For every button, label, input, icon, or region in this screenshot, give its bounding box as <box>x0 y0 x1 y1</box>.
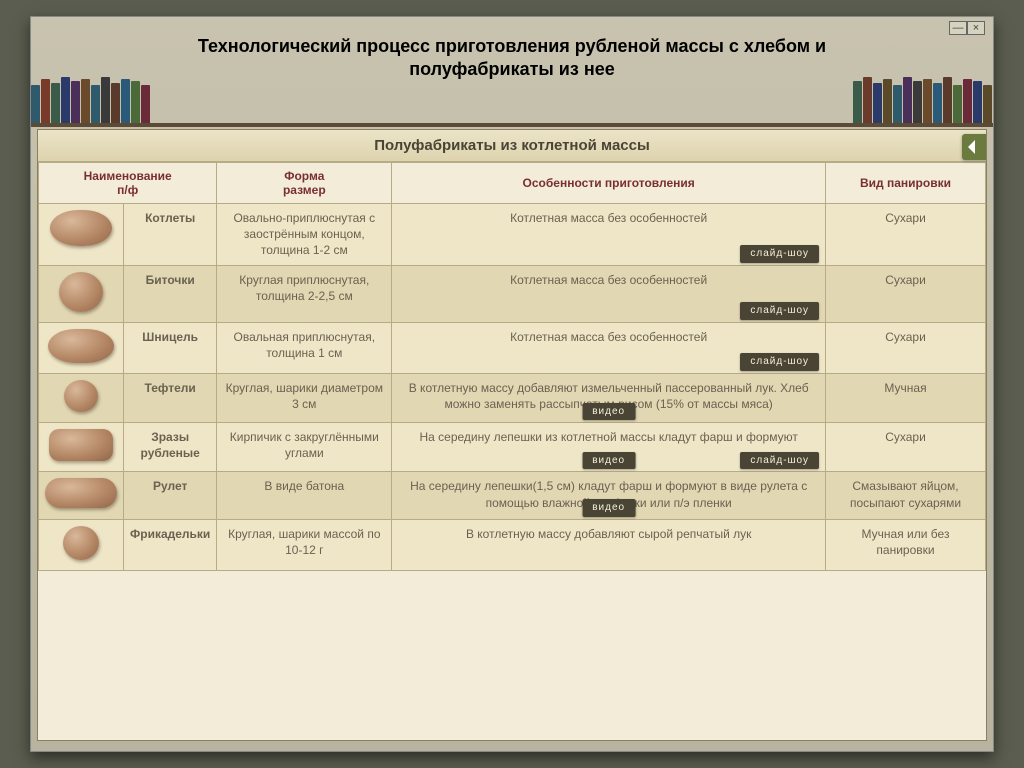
book-spine <box>983 85 992 125</box>
table-row: КотлетыОвально-приплюснутая с заострённы… <box>39 204 986 266</box>
book-spine <box>111 83 120 125</box>
product-image-cell <box>39 472 124 519</box>
col-name: Наименование п/ф <box>39 163 217 204</box>
video-button[interactable]: видео <box>582 403 635 421</box>
col-features: Особенности приготовления <box>392 163 826 204</box>
book-spine <box>863 77 872 125</box>
product-breading: Сухари <box>826 423 986 472</box>
page-title: Технологический процесс приготовления ру… <box>31 35 993 82</box>
header: Технологический процесс приготовления ру… <box>31 17 993 123</box>
product-name: Шницель <box>124 322 217 373</box>
slideshow-button[interactable]: слайд-шоу <box>740 302 819 320</box>
book-spine <box>61 77 70 125</box>
book-spine <box>71 81 80 125</box>
col-shape: Форма размер <box>217 163 392 204</box>
product-features: На середину лепешки из котлетной массы к… <box>392 423 826 472</box>
book-spine <box>121 79 130 125</box>
table-row: БиточкиКруглая приплюснутая, толщина 2-2… <box>39 265 986 322</box>
product-image <box>45 478 117 508</box>
product-breading: Сухари <box>826 265 986 322</box>
slideshow-button[interactable]: слайд-шоу <box>740 452 819 470</box>
product-image-cell <box>39 204 124 266</box>
book-spine <box>81 79 90 125</box>
product-image <box>64 380 98 412</box>
bookshelf-left <box>31 77 151 125</box>
book-spine <box>933 83 942 125</box>
book-spine <box>41 79 50 125</box>
product-breading: Мучная <box>826 373 986 422</box>
book-spine <box>31 85 40 125</box>
product-features: В котлетную массу добавляют измельченный… <box>392 373 826 422</box>
product-name: Котлеты <box>124 204 217 266</box>
product-image <box>63 526 99 560</box>
product-features: На середину лепешки(1,5 см) кладут фарш … <box>392 472 826 519</box>
book-spine <box>913 81 922 125</box>
book-spine <box>141 85 150 125</box>
product-breading: Сухари <box>826 322 986 373</box>
shelf <box>31 123 993 127</box>
book-spine <box>883 79 892 125</box>
book-spine <box>51 83 60 125</box>
product-shape: Овальная приплюснутая, толщина 1 см <box>217 322 392 373</box>
product-name: Биточки <box>124 265 217 322</box>
slideshow-button[interactable]: слайд-шоу <box>740 245 819 263</box>
slideshow-button[interactable]: слайд-шоу <box>740 353 819 371</box>
product-image <box>49 429 113 461</box>
product-image <box>50 210 112 246</box>
book-spine <box>131 81 140 125</box>
product-image-cell <box>39 423 124 472</box>
table-row: РулетВ виде батонаНа середину лепешки(1,… <box>39 472 986 519</box>
back-arrow-button[interactable] <box>962 134 987 160</box>
product-features: В котлетную массу добавляют сырой репчат… <box>392 519 826 570</box>
product-image-cell <box>39 265 124 322</box>
book-spine <box>893 85 902 125</box>
product-breading: Сухари <box>826 204 986 266</box>
product-features: Котлетная масса без особенностейслайд-шо… <box>392 322 826 373</box>
product-shape: Кирпичик с закруглёнными углами <box>217 423 392 472</box>
product-breading: Смазывают яйцом, посыпают сухарями <box>826 472 986 519</box>
product-shape: Круглая, шарики массой по 10-12 г <box>217 519 392 570</box>
product-image <box>48 329 114 363</box>
products-table: Наименование п/ф Форма размер Особенност… <box>38 162 986 571</box>
product-shape: Овально-приплюснутая с заострённым концо… <box>217 204 392 266</box>
book-spine <box>853 81 862 125</box>
book-spine <box>963 79 972 125</box>
book-spine <box>101 77 110 125</box>
product-name: Тефтели <box>124 373 217 422</box>
book-spine <box>953 85 962 125</box>
book-spine <box>873 83 882 125</box>
book-spine <box>973 81 982 125</box>
bookshelf-right <box>853 77 993 125</box>
product-image <box>59 272 103 312</box>
book-spine <box>903 77 912 125</box>
book-spine <box>943 77 952 125</box>
product-shape: Круглая приплюснутая, толщина 2-2,5 см <box>217 265 392 322</box>
col-breading: Вид панировки <box>826 163 986 204</box>
table-row: ФрикаделькиКруглая, шарики массой по 10-… <box>39 519 986 570</box>
product-breading: Мучная или без панировки <box>826 519 986 570</box>
presentation-frame: — × Технологический процесс приготовлени… <box>30 16 994 752</box>
video-button[interactable]: видео <box>582 499 635 517</box>
product-image-cell <box>39 519 124 570</box>
product-image-cell <box>39 322 124 373</box>
product-name: Рулет <box>124 472 217 519</box>
book-spine <box>923 79 932 125</box>
table-row: Зразы рубленыеКирпичик с закруглёнными у… <box>39 423 986 472</box>
product-shape: Круглая, шарики диаметром 3 см <box>217 373 392 422</box>
product-features: Котлетная масса без особенностейслайд-шо… <box>392 204 826 266</box>
table-row: ШницельОвальная приплюснутая, толщина 1 … <box>39 322 986 373</box>
content-title: Полуфабрикаты из котлетной массы <box>38 130 986 162</box>
product-features: Котлетная масса без особенностейслайд-шо… <box>392 265 826 322</box>
video-button[interactable]: видео <box>582 452 635 470</box>
product-shape: В виде батона <box>217 472 392 519</box>
product-name: Зразы рубленые <box>124 423 217 472</box>
content-panel: Полуфабрикаты из котлетной массы Наимено… <box>37 129 987 741</box>
book-spine <box>91 85 100 125</box>
table-row: ТефтелиКруглая, шарики диаметром 3 смВ к… <box>39 373 986 422</box>
product-image-cell <box>39 373 124 422</box>
product-name: Фрикадельки <box>124 519 217 570</box>
